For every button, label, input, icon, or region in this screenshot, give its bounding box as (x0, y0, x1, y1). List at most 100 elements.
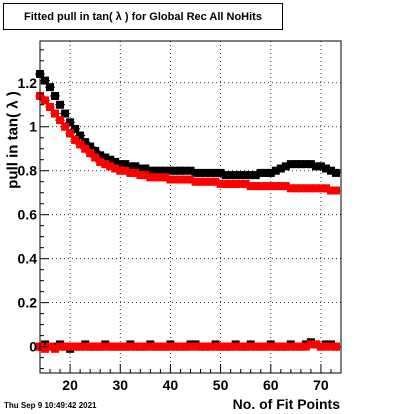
data-point (276, 342, 285, 351)
data-point (316, 342, 325, 351)
x-tick-label: 70 (313, 377, 329, 393)
data-point (241, 342, 250, 351)
data-point (261, 168, 270, 177)
data-point (291, 342, 300, 351)
data-series (35, 340, 341, 353)
data-point (311, 340, 320, 349)
data-point (41, 340, 50, 349)
data-point (91, 342, 100, 351)
data-point (136, 342, 145, 351)
data-point (56, 342, 65, 351)
data-point (196, 342, 205, 351)
data-point (121, 160, 130, 169)
data-point (116, 342, 125, 351)
data-point (171, 342, 180, 351)
data-point (186, 166, 195, 175)
data-point (76, 131, 85, 140)
data-point (301, 160, 310, 169)
data-point (86, 142, 95, 151)
data-point (126, 168, 135, 177)
data-point (141, 164, 150, 173)
data-point (251, 182, 260, 191)
x-tick-label: 20 (62, 377, 78, 393)
data-point (41, 76, 50, 85)
data-point (111, 342, 120, 351)
y-tick-label: 1.2 (18, 75, 38, 91)
data-point (66, 342, 75, 351)
data-point (171, 166, 180, 175)
data-point (171, 175, 180, 184)
data-point (281, 182, 290, 191)
data-point (91, 146, 100, 155)
data-point (176, 342, 185, 351)
data-point (156, 342, 165, 351)
data-point (251, 342, 260, 351)
data-point (326, 186, 335, 195)
data-point (221, 342, 230, 351)
data-point (96, 342, 105, 351)
data-point (71, 135, 80, 144)
data-point (196, 177, 205, 186)
data-point (51, 344, 60, 353)
data-point (126, 342, 135, 351)
data-point (266, 182, 275, 191)
data-series (35, 91, 341, 195)
data-point (96, 157, 105, 166)
data-point (151, 173, 160, 182)
data-point (121, 342, 130, 351)
data-point (286, 184, 295, 193)
axis-ticks (39, 49, 342, 373)
data-point (291, 160, 300, 169)
data-point (301, 342, 310, 351)
data-point (161, 173, 170, 182)
data-point (241, 171, 250, 180)
data-point (76, 140, 85, 149)
data-point (111, 164, 120, 173)
data-point (91, 153, 100, 162)
data-point (221, 179, 230, 188)
chart-title-box: Fitted pull in tan( λ ) for Global Rec A… (3, 3, 283, 30)
data-point (141, 171, 150, 180)
data-point (81, 138, 90, 147)
data-point (191, 177, 200, 186)
data-point (306, 340, 315, 349)
data-point (136, 164, 145, 173)
data-point (181, 175, 190, 184)
data-point (151, 342, 160, 351)
data-point (266, 168, 275, 177)
data-point (61, 109, 70, 118)
data-point (46, 83, 55, 92)
grid-lines (40, 41, 341, 373)
data-point (106, 155, 115, 164)
data-point (191, 168, 200, 177)
data-point (226, 171, 235, 180)
data-point (236, 179, 245, 188)
x-tick-label: 40 (163, 377, 179, 393)
y-tick-label: 0.2 (18, 295, 38, 311)
data-point (141, 342, 150, 351)
data-point (86, 149, 95, 158)
data-point (236, 342, 245, 351)
y-axis-label: pull in tan( λ ) (2, 90, 24, 190)
data-point (56, 100, 65, 109)
data-point (156, 166, 165, 175)
data-point (186, 342, 195, 351)
data-point (246, 182, 255, 191)
data-point (201, 168, 210, 177)
data-point (331, 168, 340, 177)
data-point (291, 184, 300, 193)
data-point (201, 177, 210, 186)
data-point (51, 109, 60, 118)
x-axis-label: No. of Fit Points (232, 396, 340, 412)
data-point (241, 179, 250, 188)
y-tick-label: 0.8 (18, 163, 38, 179)
data-point (301, 184, 310, 193)
data-point (296, 160, 305, 169)
data-point (71, 342, 80, 351)
data-point (46, 342, 55, 351)
data-point (321, 342, 330, 351)
data-point (51, 91, 60, 100)
data-point (166, 342, 175, 351)
data-point (331, 186, 340, 195)
data-point (211, 168, 220, 177)
